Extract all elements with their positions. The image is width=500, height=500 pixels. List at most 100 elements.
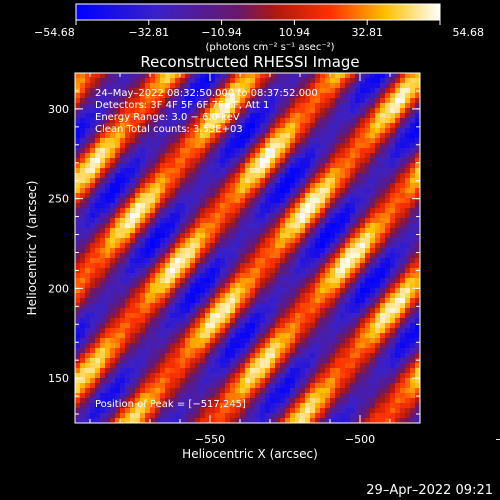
heatmap-cell <box>75 168 80 173</box>
heatmap-cell <box>385 243 390 248</box>
heatmap-cell <box>185 338 190 343</box>
heatmap-cell <box>305 108 310 113</box>
heatmap-cell <box>80 373 85 378</box>
heatmap-cell <box>165 378 170 383</box>
heatmap-cell <box>260 313 265 318</box>
heatmap-cell <box>140 328 145 333</box>
heatmap-cell <box>320 288 325 293</box>
heatmap-cell <box>375 278 380 283</box>
heatmap-cell <box>285 323 290 328</box>
heatmap-cell <box>325 193 330 198</box>
heatmap-cell <box>330 88 335 93</box>
heatmap-cell <box>140 158 145 163</box>
heatmap-cell <box>235 178 240 183</box>
heatmap-cell <box>285 238 290 243</box>
heatmap-cell <box>320 323 325 328</box>
heatmap-cell <box>155 218 160 223</box>
heatmap-cell <box>80 103 85 108</box>
heatmap-cell <box>260 118 265 123</box>
heatmap-cell <box>170 358 175 363</box>
heatmap-cell <box>350 208 355 213</box>
heatmap-cell <box>350 88 355 93</box>
heatmap-cell <box>95 413 100 418</box>
heatmap-cell <box>90 258 95 263</box>
heatmap-cell <box>100 238 105 243</box>
heatmap-cell <box>165 338 170 343</box>
heatmap-cell <box>110 233 115 238</box>
heatmap-cell <box>370 268 375 273</box>
heatmap-cell <box>185 263 190 268</box>
heatmap-cell <box>190 123 195 128</box>
heatmap-cell <box>315 148 320 153</box>
heatmap-cell <box>365 383 370 388</box>
heatmap-cell <box>390 288 395 293</box>
heatmap-cell <box>415 353 420 358</box>
heatmap-cell <box>195 203 200 208</box>
heatmap-cell <box>365 208 370 213</box>
heatmap-cell <box>150 218 155 223</box>
heatmap-cell <box>85 273 90 278</box>
heatmap-cell <box>195 153 200 158</box>
heatmap-cell <box>220 113 225 118</box>
heatmap-cell <box>400 133 405 138</box>
heatmap-cell <box>95 338 100 343</box>
heatmap-cell <box>375 403 380 408</box>
heatmap-cell <box>80 368 85 373</box>
heatmap-cell <box>385 318 390 323</box>
heatmap-cell <box>410 258 415 263</box>
heatmap-cell <box>120 168 125 173</box>
heatmap-cell <box>215 238 220 243</box>
heatmap-cell <box>390 223 395 228</box>
heatmap-cell <box>235 168 240 173</box>
heatmap-cell <box>240 78 245 83</box>
heatmap-cell <box>350 243 355 248</box>
heatmap-cell <box>90 233 95 238</box>
heatmap-cell <box>220 153 225 158</box>
heatmap-cell <box>230 233 235 238</box>
heatmap-cell <box>410 378 415 383</box>
heatmap-cell <box>305 353 310 358</box>
heatmap-cell <box>400 148 405 153</box>
heatmap-cell <box>325 243 330 248</box>
y-tick-label: 200 <box>48 282 69 295</box>
heatmap-cell <box>150 173 155 178</box>
heatmap-cell <box>375 153 380 158</box>
heatmap-cell <box>75 398 80 403</box>
heatmap-cell <box>210 108 215 113</box>
heatmap-cell <box>340 158 345 163</box>
heatmap-cell <box>370 193 375 198</box>
heatmap-cell <box>180 88 185 93</box>
heatmap-cell <box>405 238 410 243</box>
heatmap-cell <box>250 148 255 153</box>
heatmap-cell <box>355 383 360 388</box>
heatmap-cell <box>90 363 95 368</box>
heatmap-cell <box>410 393 415 398</box>
heatmap-cell <box>215 158 220 163</box>
heatmap-cell <box>385 153 390 158</box>
heatmap-cell <box>265 298 270 303</box>
heatmap-cell <box>195 378 200 383</box>
heatmap-cell <box>175 103 180 108</box>
heatmap-cell <box>85 128 90 133</box>
heatmap-cell <box>195 398 200 403</box>
heatmap-cell <box>95 73 100 78</box>
heatmap-cell <box>250 98 255 103</box>
heatmap-cell <box>180 223 185 228</box>
heatmap-cell <box>225 218 230 223</box>
heatmap-cell <box>185 178 190 183</box>
heatmap-cell <box>195 243 200 248</box>
heatmap-cell <box>330 313 335 318</box>
heatmap-cell <box>190 138 195 143</box>
annotation-line: Energy Range: 3.0 − 6.0 keV <box>95 112 240 123</box>
heatmap-cell <box>190 243 195 248</box>
heatmap-cell <box>285 403 290 408</box>
heatmap-cell <box>270 268 275 273</box>
heatmap-cell <box>110 338 115 343</box>
heatmap-cell <box>165 123 170 128</box>
heatmap-cell <box>385 313 390 318</box>
heatmap-cell <box>245 203 250 208</box>
heatmap-cell <box>300 238 305 243</box>
heatmap-cell <box>145 118 150 123</box>
heatmap-cell <box>280 118 285 123</box>
heatmap-cell <box>230 343 235 348</box>
